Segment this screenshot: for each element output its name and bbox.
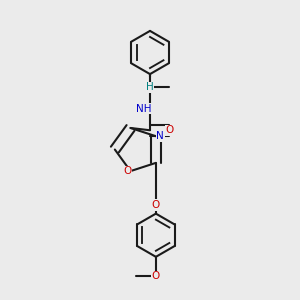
Text: H: H <box>146 82 154 92</box>
Text: NH: NH <box>136 104 151 114</box>
Text: O: O <box>152 200 160 210</box>
Text: O: O <box>152 271 160 281</box>
Text: O: O <box>165 125 174 135</box>
Text: N: N <box>156 131 164 141</box>
Text: O: O <box>123 166 131 176</box>
